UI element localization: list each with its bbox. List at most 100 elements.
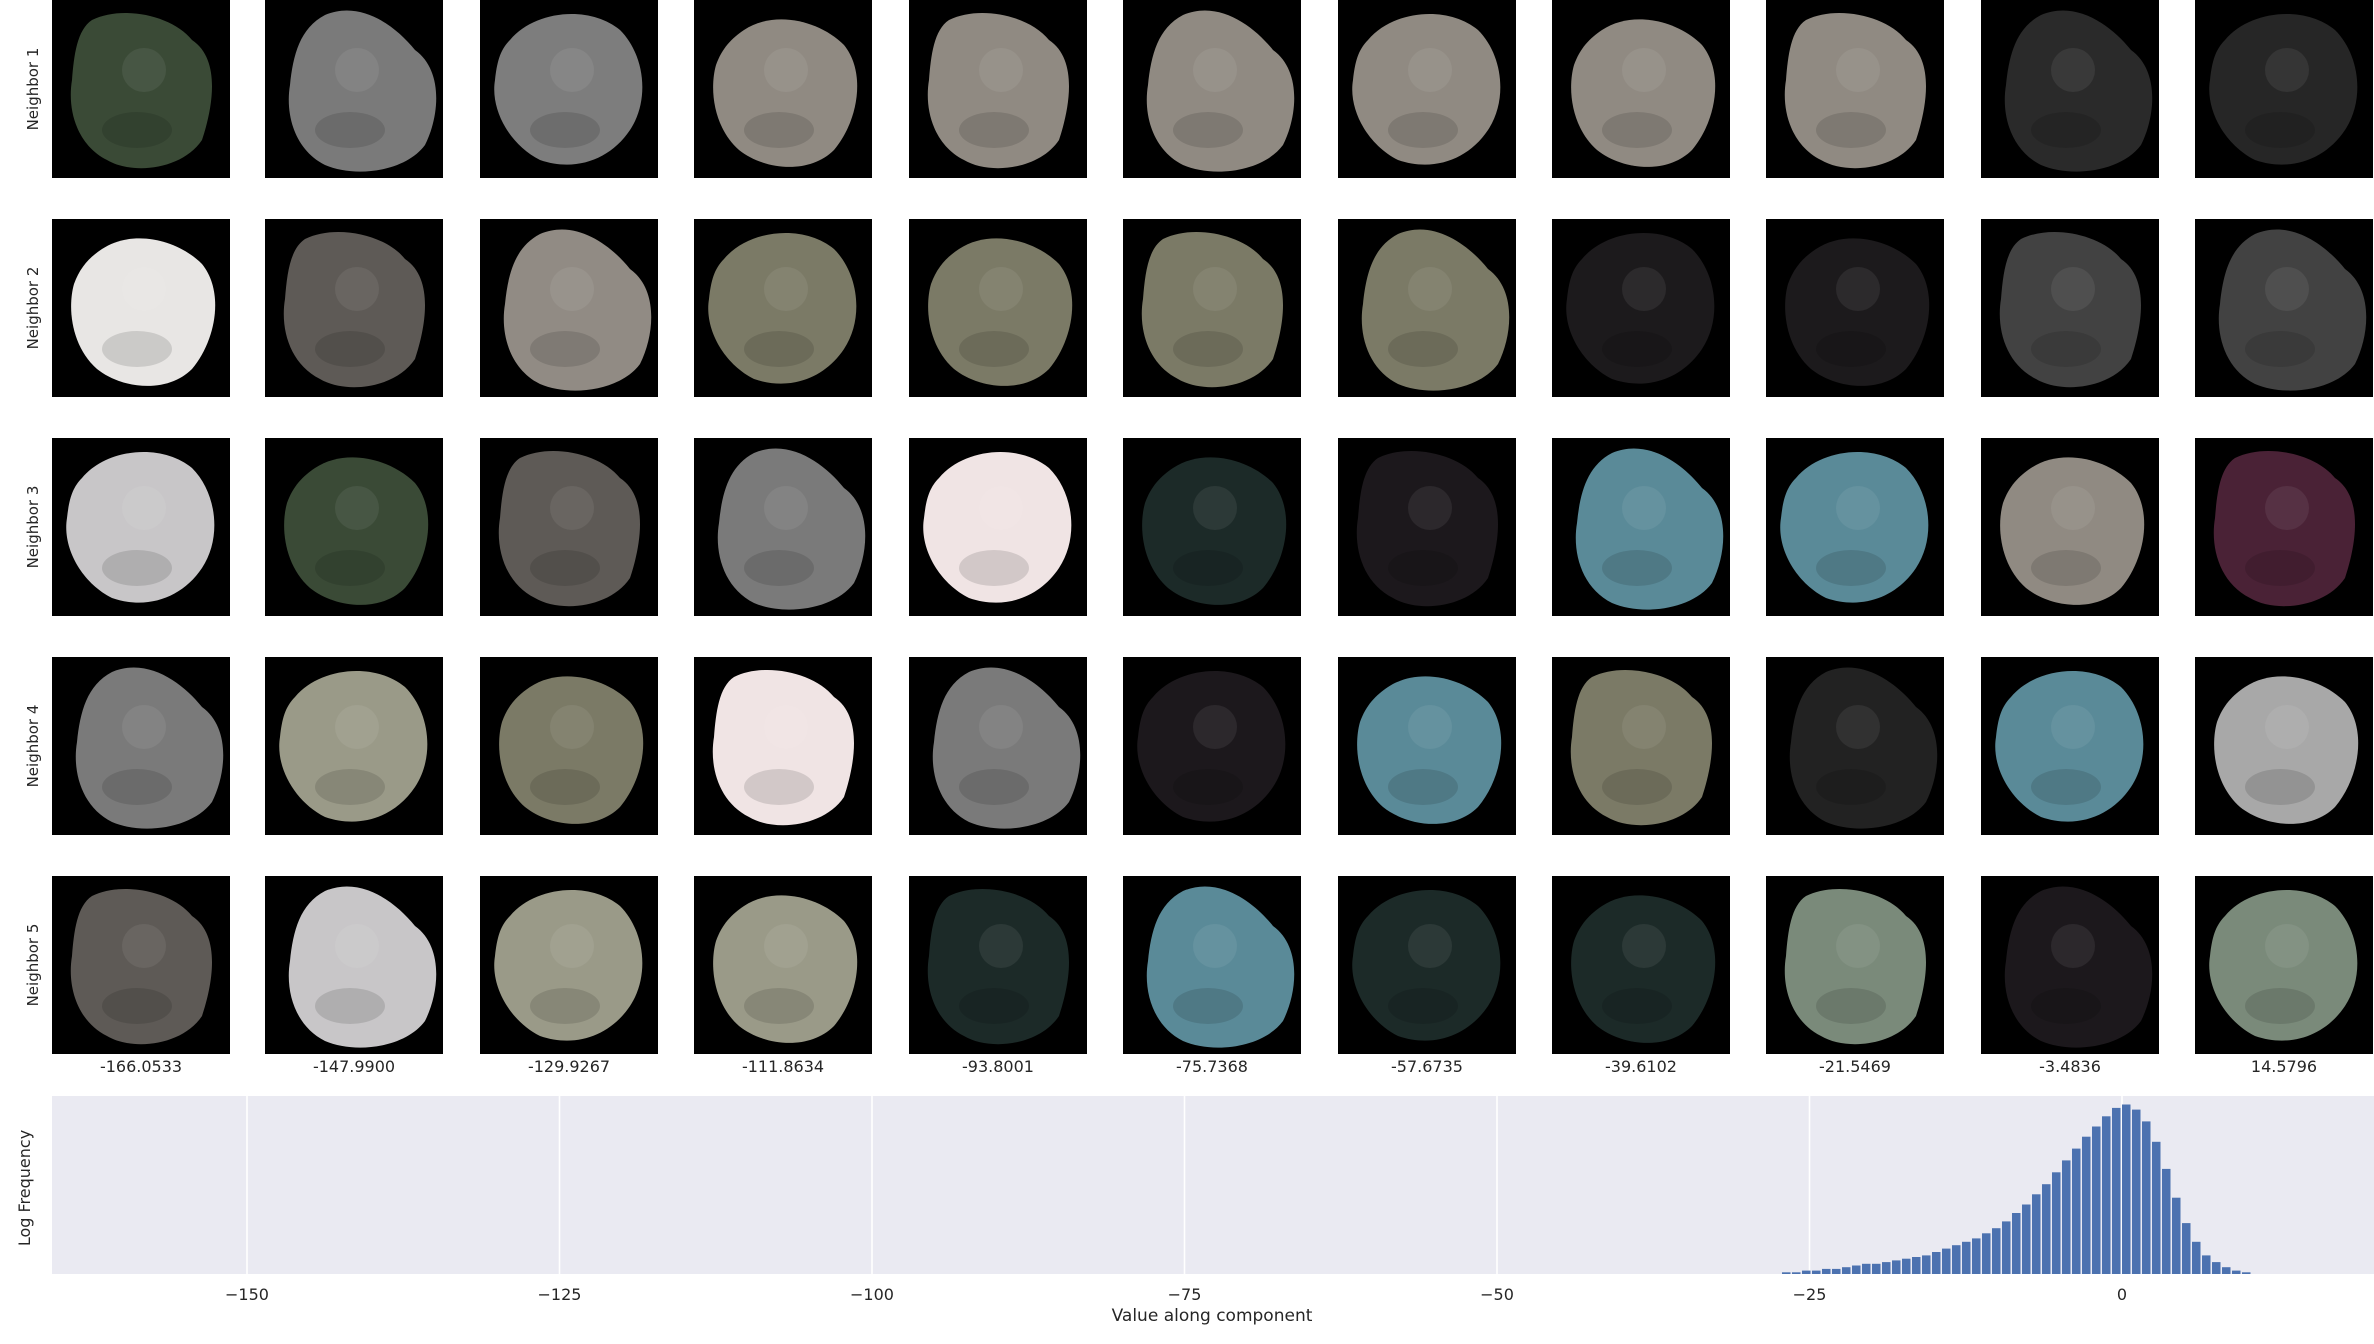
neighbor-tile	[265, 876, 443, 1054]
histogram-bar	[1912, 1257, 1921, 1274]
tile-image	[1338, 876, 1516, 1054]
neighbor-tile	[2195, 219, 2373, 397]
tile-image	[480, 219, 658, 397]
tile-image	[694, 876, 872, 1054]
histogram-bar	[2032, 1194, 2041, 1274]
neighbor-tile	[1766, 876, 1944, 1054]
histogram-bar	[1992, 1228, 2001, 1274]
column-value-label: -166.0533	[99, 1057, 183, 1076]
histogram-bar	[2072, 1148, 2081, 1274]
histogram-bar	[1812, 1270, 1821, 1274]
neighbor-tile	[265, 219, 443, 397]
tile-image	[909, 657, 1087, 835]
neighbor-tile	[1766, 657, 1944, 835]
neighbor-tile	[909, 657, 1087, 835]
histogram-bar	[1792, 1272, 1801, 1274]
neighbor-tile	[909, 876, 1087, 1054]
x-tick-label: −150	[225, 1285, 269, 1304]
neighbor-tile	[1123, 219, 1301, 397]
tile-image	[1552, 219, 1730, 397]
tile-image	[1552, 657, 1730, 835]
tile-image	[1981, 438, 2159, 616]
histogram-bar	[2092, 1126, 2101, 1274]
tile-image	[1338, 657, 1516, 835]
histogram-bar	[1882, 1262, 1891, 1274]
column-value-label: -129.9267	[527, 1057, 611, 1076]
neighbor-tile	[1338, 0, 1516, 178]
tile-image	[1552, 0, 1730, 178]
tile-image	[52, 219, 230, 397]
tile-image	[2195, 438, 2373, 616]
neighbor-tile	[1338, 876, 1516, 1054]
neighbor-tile	[52, 0, 230, 178]
x-tick-label: −75	[1168, 1285, 1202, 1304]
histogram-bar	[2002, 1221, 2011, 1274]
log-frequency-histogram: −150 −125 −100 −75 −50 −25 0 Value along compo…	[15, 1096, 2374, 1326]
tile-image	[265, 0, 443, 178]
neighbor-tile	[480, 219, 658, 397]
tile-image	[480, 876, 658, 1054]
tile-image	[1766, 219, 1944, 397]
tile-image	[694, 0, 872, 178]
neighbor-tile	[52, 657, 230, 835]
neighbor-tile	[265, 657, 443, 835]
tile-image	[1981, 219, 2159, 397]
tile-image	[1552, 438, 1730, 616]
tile-image	[1981, 657, 2159, 835]
x-tick-label: −125	[538, 1285, 582, 1304]
column-value-label: -57.6735	[1391, 1057, 1463, 1076]
histogram-bar	[2192, 1241, 2201, 1274]
neighbor-tile	[1552, 876, 1730, 1054]
neighbor-tile	[1552, 657, 1730, 835]
tile-image	[1766, 438, 1944, 616]
tile-image	[1766, 657, 1944, 835]
y-axis-label: Log Frequency	[15, 1130, 34, 1246]
neighbor-tile	[1766, 0, 1944, 178]
histogram-bars	[1782, 1104, 2251, 1274]
histogram-bar	[2202, 1255, 2211, 1274]
histogram-bar	[1862, 1263, 1871, 1274]
neighbor-tile	[2195, 657, 2373, 835]
neighbor-tile	[1552, 438, 1730, 616]
histogram-bar	[2212, 1262, 2221, 1274]
tile-image	[1338, 438, 1516, 616]
column-value-label: -21.5469	[1819, 1057, 1891, 1076]
row-label-neighbor-1: Neighbor 1	[24, 47, 42, 131]
histogram-bar	[2142, 1121, 2151, 1274]
column-value-label: -75.7368	[1176, 1057, 1248, 1076]
tile-image	[52, 0, 230, 178]
histogram-bar	[1782, 1272, 1791, 1274]
neighbor-tile	[52, 219, 230, 397]
tile-image	[1123, 876, 1301, 1054]
histogram-bar	[1922, 1255, 1931, 1274]
tile-image	[52, 876, 230, 1054]
tile-image	[1981, 0, 2159, 178]
histogram-bar	[1962, 1241, 1971, 1274]
tile-image	[694, 657, 872, 835]
histogram-bar	[1932, 1252, 1941, 1274]
tile-image	[480, 438, 658, 616]
tile-image	[1981, 876, 2159, 1054]
histogram-bar	[2012, 1213, 2021, 1274]
neighbor-tile	[52, 876, 230, 1054]
row-label-neighbor-3: Neighbor 3	[24, 485, 42, 569]
tile-image	[1123, 657, 1301, 835]
column-value-label: -93.8001	[962, 1057, 1034, 1076]
column-value-label: -111.8634	[741, 1057, 825, 1076]
neighbor-tile	[265, 438, 443, 616]
tile-image	[2195, 0, 2373, 178]
histogram-bar	[2082, 1136, 2091, 1274]
tile-image	[2195, 657, 2373, 835]
neighbor-tile	[1766, 438, 1944, 616]
neighbor-tile	[694, 219, 872, 397]
tile-image	[909, 438, 1087, 616]
tile-image	[1552, 876, 1730, 1054]
tile-image	[2195, 876, 2373, 1054]
column-value-label: -39.6102	[1605, 1057, 1677, 1076]
neighbor-tile	[1981, 0, 2159, 178]
neighbor-tile	[694, 438, 872, 616]
neighbor-tile	[2195, 438, 2373, 616]
tile-image	[2195, 219, 2373, 397]
column-value-label: -147.9900	[312, 1057, 396, 1076]
histogram-bar	[2022, 1204, 2031, 1274]
